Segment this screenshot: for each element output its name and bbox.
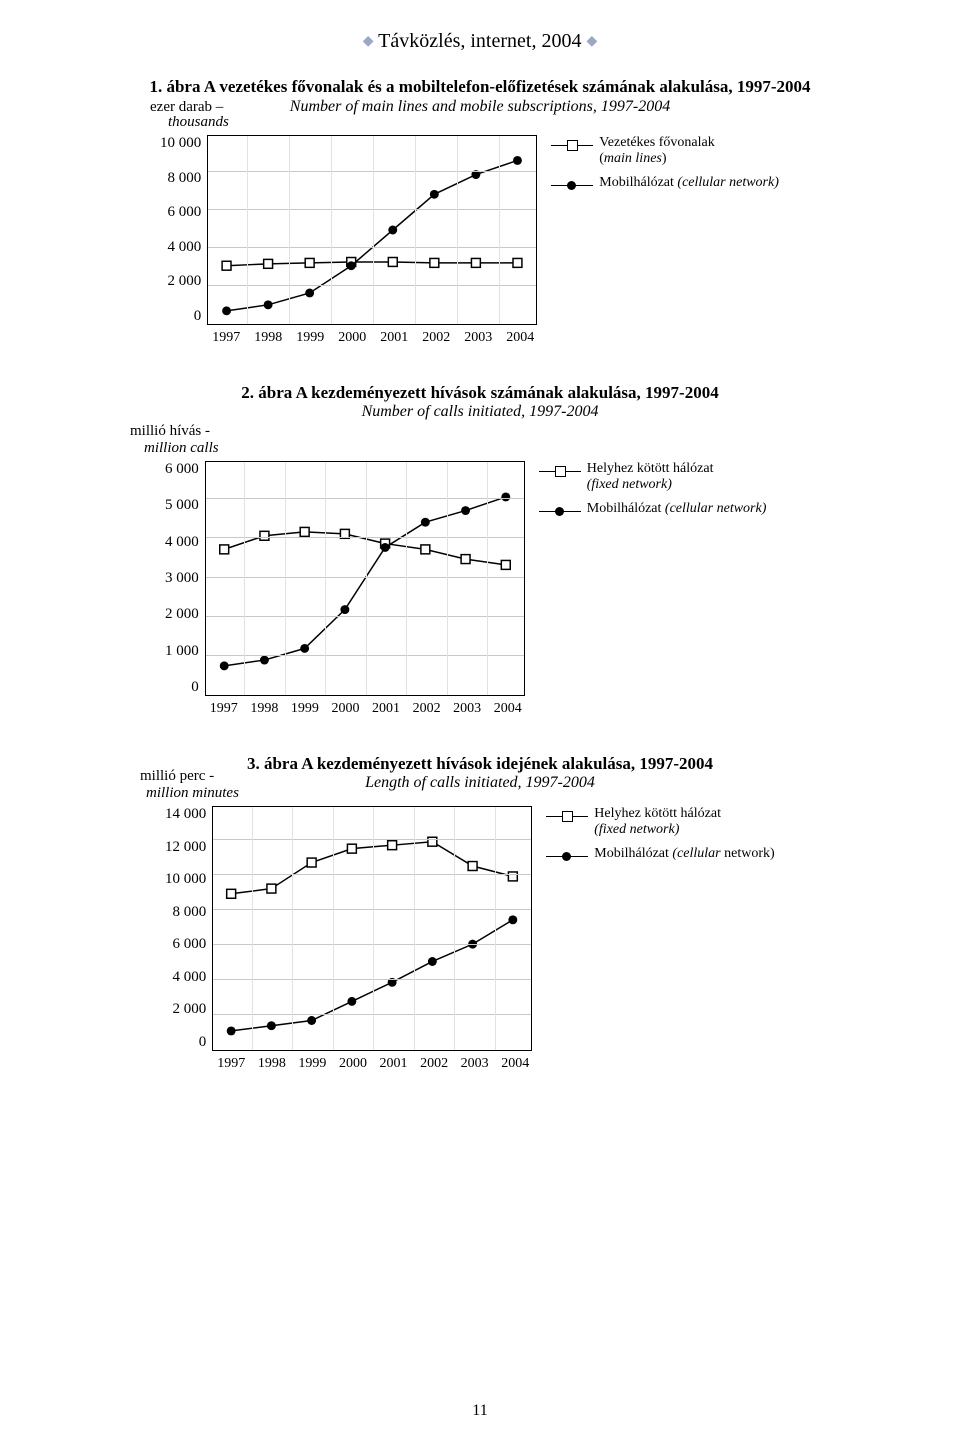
legend-item-ci: Mobilhálózat (cellular network) — [539, 501, 767, 518]
fig1-ylabel-hun: ezer darab – — [150, 99, 223, 115]
legend-item-ci: Mobilhálózat (cellular network) — [546, 846, 774, 863]
page: ◆ Távközlés, internet, 2004 ◆ 1. ábra A … — [0, 0, 960, 1438]
legend-item-ci: Mobilhálózat (cellular network) — [551, 175, 779, 192]
fig1-title: 1. ábra A vezetékes fővonalak és a mobil… — [70, 77, 890, 97]
page-banner: ◆ Távközlés, internet, 2004 ◆ — [70, 30, 890, 53]
fig3-ylabel-hun: millió perc - — [140, 768, 214, 784]
fig2-plot: 19971998199920002001200220032004 — [205, 461, 525, 696]
fig2-subtitle: Number of calls initiated, 1997-2004 — [70, 403, 890, 421]
fig3-legend: Helyhez kötött hálózat(fixed network) Mo… — [546, 806, 774, 871]
diamond-icon: ◆ — [363, 34, 374, 49]
diamond-icon: ◆ — [586, 34, 597, 49]
fig1-legend: Vezetékes fővonalak((main lines)main lin… — [551, 135, 779, 200]
fig1-yticklabels: 10 0008 0006 0004 0002 0000 — [160, 135, 207, 325]
fig3-plot: 19971998199920002001200220032004 — [212, 806, 532, 1051]
fig2-title: 2. ábra A kezdeményezett hívások számána… — [70, 383, 890, 403]
fig3-ylabel-en: million minutes — [146, 785, 239, 801]
fig1-ylabel2: thousands — [168, 114, 890, 131]
figure-1: 1. ábra A vezetékes fővonalak és a mobil… — [70, 77, 890, 325]
fig2-ylabel-hun: millió hívás - — [130, 423, 210, 439]
figure-2: 2. ábra A kezdeményezett hívások számána… — [70, 383, 890, 696]
fig2-yticklabels: 6 0005 0004 0003 0002 0001 0000 — [165, 461, 205, 696]
banner-text: Távközlés, internet, 2004 — [378, 30, 581, 52]
fig1-plot: 19971998199920002001200220032004 — [207, 135, 537, 325]
fig2-ylabel-en: million calls — [144, 440, 219, 456]
fig3-yticklabels: 14 00012 00010 0008 0006 0004 0002 0000 — [165, 806, 212, 1051]
page-number: 11 — [0, 1402, 960, 1420]
legend-item-sq: Helyhez kötött hálózat(fixed network) — [546, 806, 774, 838]
fig2-ylabel: millió hívás - million calls — [130, 423, 890, 457]
legend-item-sq: Helyhez kötött hálózat(fixed network) — [539, 461, 767, 493]
fig1-ylabel-en: thousands — [168, 114, 229, 130]
fig2-legend: Helyhez kötött hálózat(fixed network) Mo… — [539, 461, 767, 526]
figure-3: 3. ábra A kezdeményezett hívások idejéne… — [70, 754, 890, 1051]
legend-item-sq: Vezetékes fővonalak((main lines)main lin… — [551, 135, 779, 167]
